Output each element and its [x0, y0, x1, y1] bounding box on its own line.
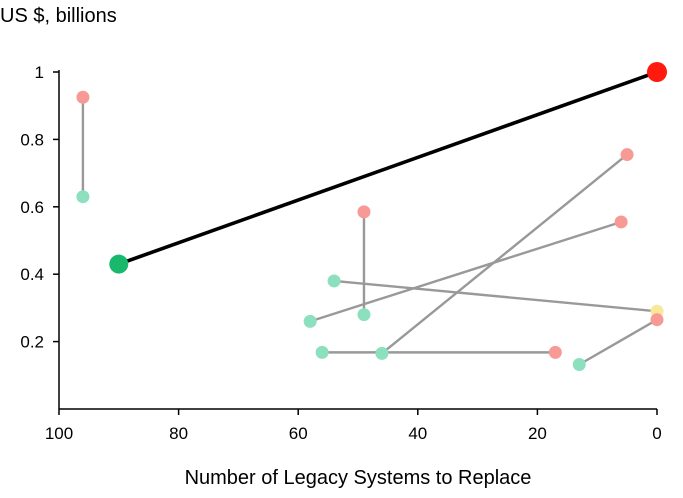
end-point — [614, 215, 628, 229]
y-tick-label: 0.2 — [20, 333, 44, 352]
start-point — [315, 345, 329, 359]
start-point — [303, 314, 317, 328]
x-tick-label: 20 — [528, 424, 547, 443]
axes: 100 80 60 40 20 0 0.2 0.4 0.6 0.8 1 — [20, 63, 661, 443]
start-point — [357, 308, 371, 322]
end-point — [620, 148, 634, 162]
end-point — [357, 205, 371, 219]
connector-lines — [81, 70, 658, 366]
y-tick-label: 0.8 — [20, 130, 44, 149]
end-point — [650, 313, 664, 327]
data-points — [76, 62, 667, 372]
highlight-start-point — [109, 254, 129, 274]
x-tick-label: 60 — [289, 424, 308, 443]
x-tick-label: 40 — [408, 424, 427, 443]
highlight-line — [118, 70, 658, 266]
y-axis-title: US $, billions — [0, 5, 117, 27]
start-point — [327, 274, 341, 288]
connector-line — [309, 220, 622, 323]
end-point — [548, 345, 562, 359]
y-tick-label: 1 — [35, 63, 44, 82]
y-tick-label: 0.4 — [20, 265, 44, 284]
connector-line — [381, 153, 628, 355]
start-point — [572, 358, 586, 372]
start-point — [76, 190, 90, 204]
end-point — [76, 90, 90, 104]
x-tick-label: 0 — [652, 424, 661, 443]
connector-line — [333, 279, 658, 313]
x-axis-title: Number of Legacy Systems to Replace — [185, 467, 532, 489]
highlight-end-point — [647, 62, 667, 82]
connector-line — [578, 318, 658, 366]
start-point — [375, 346, 389, 360]
x-tick-label: 80 — [169, 424, 188, 443]
y-tick-label: 0.6 — [20, 198, 44, 217]
x-tick-label: 100 — [45, 424, 73, 443]
